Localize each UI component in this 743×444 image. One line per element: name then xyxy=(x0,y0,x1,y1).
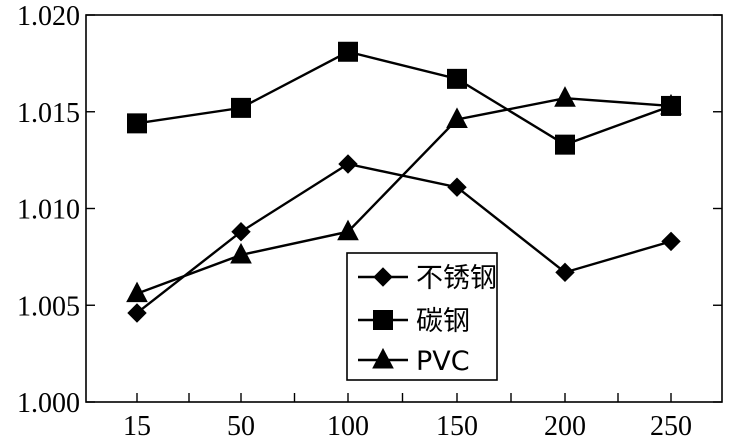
data-point xyxy=(447,68,467,89)
data-point xyxy=(126,281,148,303)
x-axis: 15 50 100 150 200 250 xyxy=(123,393,692,442)
data-point xyxy=(230,242,252,264)
legend-entry: PVC xyxy=(358,346,470,377)
legend-entry: 碳钢 xyxy=(358,306,470,337)
y-tick-label: 1.015 xyxy=(17,98,80,129)
x-tick-label: 15 xyxy=(123,411,151,442)
series-line xyxy=(136,96,672,295)
legend-marker xyxy=(372,347,394,369)
legend-label: 碳钢 xyxy=(416,306,470,337)
legend-label: PVC xyxy=(416,346,470,377)
data-point xyxy=(338,41,358,62)
data-point xyxy=(446,107,468,128)
y-axis: 1.000 1.005 1.010 1.015 1.020 xyxy=(17,1,722,419)
data-point xyxy=(554,86,576,107)
legend-label: 不锈钢 xyxy=(416,263,497,294)
data-point xyxy=(231,222,251,242)
x-tick-label: 50 xyxy=(227,411,255,442)
y-tick-label: 1.005 xyxy=(17,291,80,322)
data-point xyxy=(127,113,147,134)
series-triangle xyxy=(126,86,682,303)
series-line xyxy=(136,50,672,146)
data-point xyxy=(660,93,682,115)
x-tick-label: 100 xyxy=(327,411,369,442)
data-point xyxy=(337,219,359,241)
series-layer xyxy=(126,41,682,323)
data-point xyxy=(555,262,575,283)
series-square xyxy=(127,41,681,155)
x-tick-label: 250 xyxy=(650,411,692,442)
data-point xyxy=(338,154,358,174)
y-tick-label: 1.020 xyxy=(17,1,80,32)
legend-marker xyxy=(373,310,393,330)
x-tick-label: 150 xyxy=(436,411,478,442)
data-point xyxy=(661,231,681,252)
legend-entry: 不锈钢 xyxy=(358,263,497,294)
x-tick-label: 200 xyxy=(544,411,586,442)
y-tick-label: 1.010 xyxy=(17,195,80,226)
data-point xyxy=(127,303,147,323)
data-point xyxy=(447,177,467,197)
data-point xyxy=(231,97,251,118)
legend-marker xyxy=(373,267,393,287)
y-tick-label: 1.000 xyxy=(17,388,80,419)
data-point xyxy=(555,134,575,155)
